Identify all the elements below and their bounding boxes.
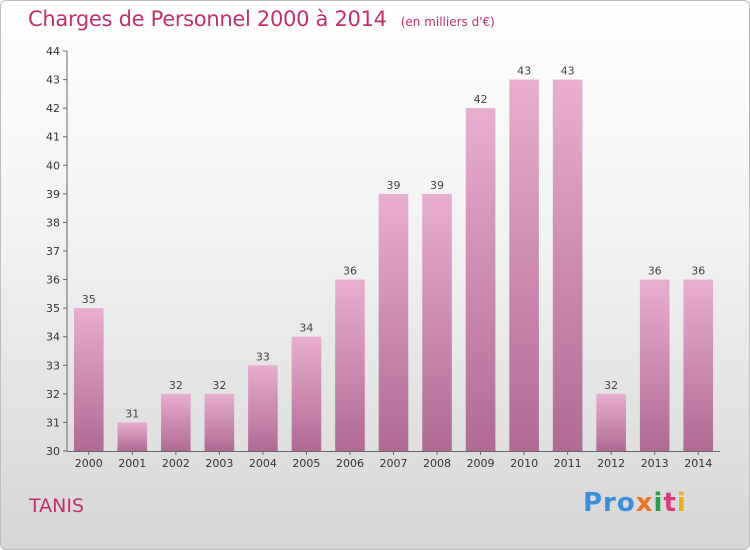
x-tick-label-2008: 2008: [423, 457, 451, 470]
bar-2009: [465, 108, 496, 452]
y-tick-label: 42: [46, 102, 60, 115]
data-label-2003: 32: [212, 379, 226, 392]
y-tick-label: 41: [46, 131, 60, 144]
y-axis: 30 31 32 33 34 35 36 37 38 39 40 41 42 43 44: [46, 45, 68, 458]
x-tick-label-2012: 2012: [597, 457, 625, 470]
chart-title-text: Charges de Personnel 2000 à 2014: [28, 7, 387, 31]
logo-part: i: [676, 488, 687, 518]
bar-2008: [422, 193, 452, 451]
data-label-2012: 32: [604, 379, 618, 392]
data-label-2002: 32: [169, 379, 183, 392]
y-tick-label: 37: [46, 245, 60, 258]
bar-2007: [378, 193, 409, 451]
proxiti-logo: Proxiti: [583, 488, 687, 518]
x-tick-label-2002: 2002: [162, 457, 190, 470]
bar-2000: [73, 308, 104, 451]
x-axis: 2000 2001 2002 2003 2004 2005 2006 2007 2008 2009…: [67, 451, 720, 470]
x-tick-label-2011: 2011: [554, 457, 582, 470]
logo-part: i: [653, 488, 664, 518]
bar-2011: [552, 79, 583, 452]
data-label-2013: 36: [648, 265, 662, 278]
logo-part: Pro: [583, 488, 636, 518]
y-tick-label: 40: [46, 159, 60, 172]
bar-2003: [204, 393, 235, 451]
bar-2014: [683, 279, 714, 451]
y-tick-label: 36: [46, 274, 60, 287]
y-tick-label: 30: [46, 445, 60, 458]
x-tick-label-2000: 2000: [75, 457, 103, 470]
data-label-2001: 31: [125, 407, 139, 420]
data-label-2011: 43: [561, 65, 575, 78]
chart-subtitle: (en milliers d'€): [400, 15, 495, 29]
bar-2012: [596, 393, 626, 451]
y-tick-label: 39: [46, 188, 60, 201]
logo-part: t: [663, 488, 677, 518]
bar-2006: [335, 279, 365, 451]
logo-part: x: [635, 488, 654, 518]
bar-2005: [291, 336, 322, 451]
data-label-2010: 43: [517, 65, 531, 78]
x-tick-label-2004: 2004: [249, 457, 277, 470]
data-label-2008: 39: [430, 179, 444, 192]
y-tick-label: 32: [46, 388, 60, 401]
data-label-2004: 33: [256, 350, 270, 363]
x-tick-label-2003: 2003: [205, 457, 233, 470]
bar-2002: [161, 393, 191, 451]
x-tick-label-2009: 2009: [467, 457, 495, 470]
y-tick-label: 34: [46, 331, 60, 344]
bar-2001: [117, 422, 148, 451]
bar-2010: [509, 79, 539, 452]
data-label-2006: 36: [343, 265, 357, 278]
y-tick-label: 35: [46, 302, 60, 315]
chart-title: Charges de Personnel 2000 à 2014 (en mill…: [28, 7, 495, 31]
y-tick-label: 31: [46, 416, 60, 429]
data-label-2005: 34: [299, 322, 313, 335]
x-tick-label-2005: 2005: [292, 457, 320, 470]
bar-2004: [248, 365, 278, 451]
data-label-2000: 35: [82, 293, 96, 306]
y-tick-label: 43: [46, 74, 60, 87]
y-tick-label: 33: [46, 359, 60, 372]
x-tick-label-2013: 2013: [641, 457, 669, 470]
x-tick-label-2001: 2001: [118, 457, 146, 470]
data-label-2007: 39: [387, 179, 401, 192]
data-label-2009: 42: [474, 93, 488, 106]
x-tick-label-2014: 2014: [684, 457, 712, 470]
y-tick-label: 44: [46, 45, 60, 58]
y-tick-label: 38: [46, 216, 60, 229]
x-tick-label-2006: 2006: [336, 457, 364, 470]
bars: 35 31 32 32 33 34 36 39 39 42 43 43 32 36 36: [73, 65, 714, 452]
commune-name: TANIS: [29, 495, 85, 517]
x-tick-label-2010: 2010: [510, 457, 538, 470]
data-label-2014: 36: [691, 265, 705, 278]
bar-2013: [639, 279, 670, 451]
x-tick-label-2007: 2007: [380, 457, 408, 470]
